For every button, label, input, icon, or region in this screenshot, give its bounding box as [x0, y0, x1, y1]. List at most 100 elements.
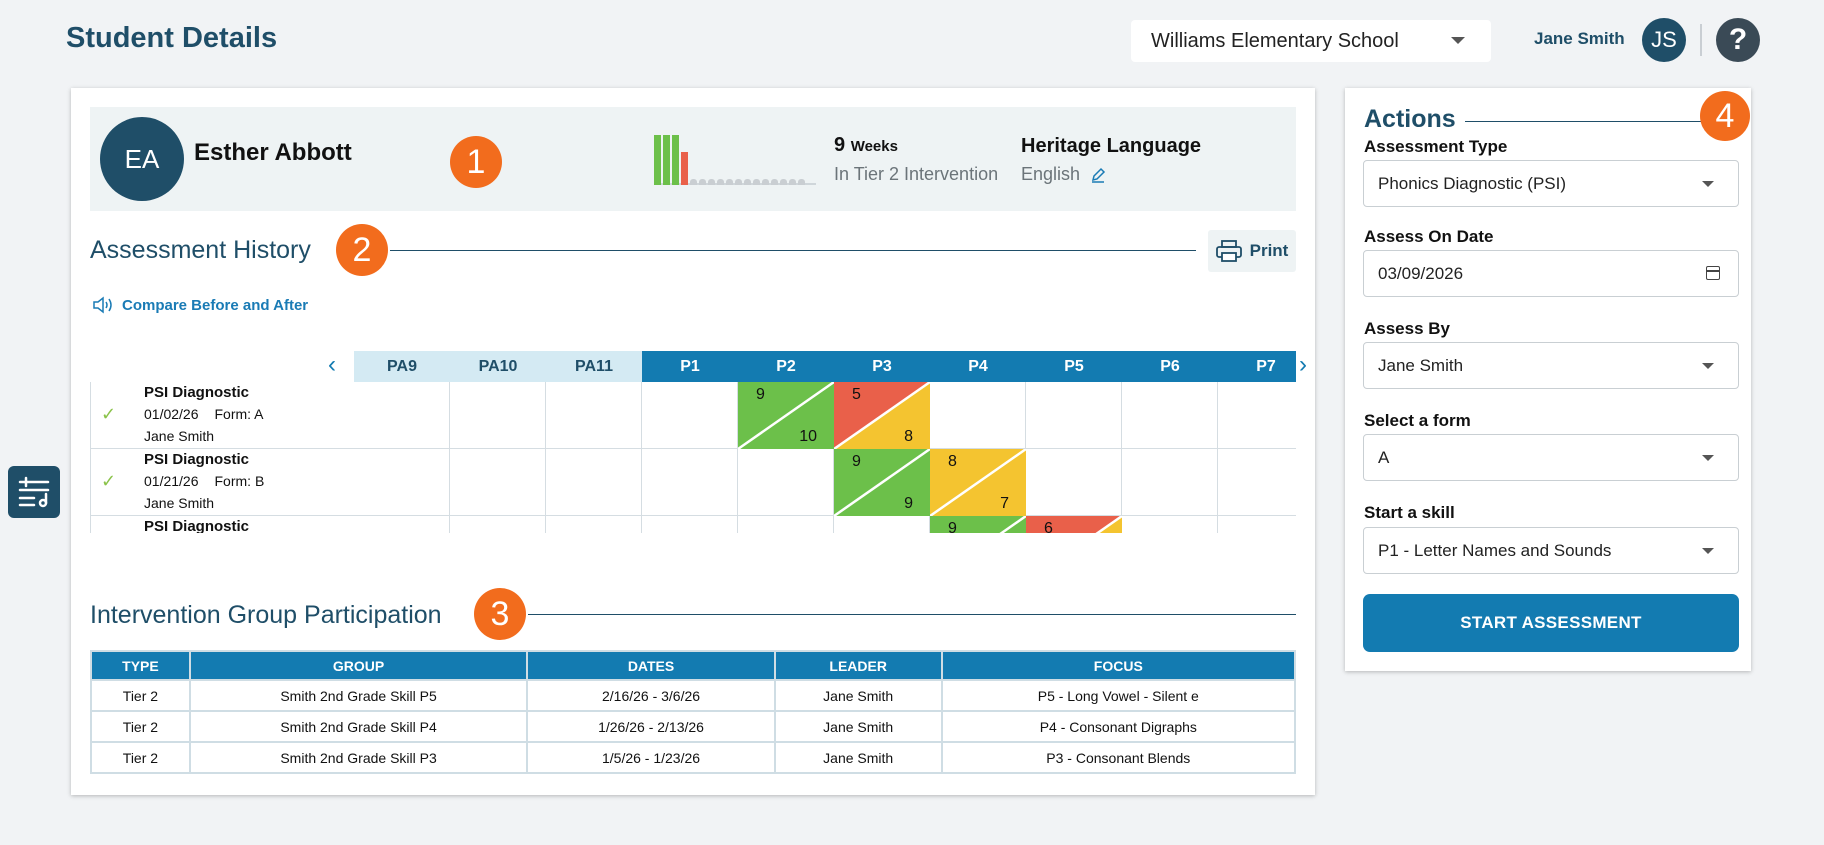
weeks-unit: Weeks — [850, 138, 898, 155]
assess-date-input[interactable]: 03/09/2026 — [1363, 250, 1739, 297]
score-cell — [1026, 449, 1122, 516]
score-cell — [738, 449, 834, 516]
student-avatar: EA — [100, 117, 184, 201]
assessment-name: PSI Diagnostic — [144, 451, 250, 468]
calendar-icon[interactable] — [1706, 266, 1720, 280]
sliders-icon — [18, 476, 50, 508]
school-select[interactable]: Williams Elementary School — [1131, 20, 1491, 62]
print-button[interactable]: Print — [1208, 230, 1296, 272]
score-divider — [834, 382, 930, 449]
filter-tool-button[interactable] — [8, 466, 60, 518]
compare-before-after-link[interactable]: Compare Before and After — [92, 295, 308, 315]
actions-title: Actions — [1364, 105, 1456, 133]
score-cell — [1218, 382, 1296, 449]
table-cell: Tier 2 — [90, 679, 191, 712]
edit-pencil-icon[interactable] — [1090, 167, 1106, 183]
assessment-row-label[interactable]: ✓ PSI Diagnostic 01/02/26 Form: A Jane Smith — [90, 382, 354, 449]
score-cell — [450, 449, 546, 516]
week-empty-marker — [690, 179, 697, 185]
score-cell-filled[interactable]: 9 10 — [738, 382, 834, 449]
history-next-arrow[interactable]: › — [1299, 351, 1307, 378]
score-top: 5 — [852, 386, 861, 403]
history-prev-arrow[interactable]: ‹ — [328, 351, 336, 378]
score-cell — [1122, 516, 1218, 533]
score-divider — [834, 449, 930, 516]
score-divider — [1095, 516, 1122, 533]
score-triangles — [930, 516, 1026, 533]
form-select[interactable]: A — [1363, 434, 1739, 481]
table-cell: Jane Smith — [773, 679, 943, 712]
callout-badge-1: 1 — [450, 136, 502, 188]
skill-select[interactable]: P1 - Letter Names and Sounds — [1363, 527, 1739, 574]
week-empty-marker — [708, 179, 715, 185]
assessment-form: Form: A — [214, 406, 264, 422]
chevron-down-icon — [1702, 363, 1714, 369]
section-divider — [1465, 121, 1705, 122]
assessment-row-label[interactable]: ✓ PSI Diagnostic 01/21/26 Form: B Jane Smith — [90, 449, 354, 516]
score-cell — [1026, 382, 1122, 449]
week-empty-marker — [762, 179, 769, 185]
assessment-type-value: Phonics Diagnostic (PSI) — [1378, 173, 1567, 193]
score-cell — [354, 382, 450, 449]
table-cell: Smith 2nd Grade Skill P4 — [188, 710, 529, 743]
callout-badge-2: 2 — [336, 224, 388, 276]
weeks-count: 9 Weeks — [834, 134, 898, 157]
start-assessment-button[interactable]: START ASSESSMENT — [1363, 594, 1739, 652]
table-row: Tier 2 Smith 2nd Grade Skill P3 1/5/26 -… — [90, 741, 1297, 774]
table-cell: Tier 2 — [90, 710, 191, 743]
score-top: 8 — [948, 453, 957, 470]
table-cell: Jane Smith — [773, 710, 943, 743]
score-triangles — [834, 382, 930, 449]
score-cell — [642, 516, 738, 533]
table-row: Tier 2 Smith 2nd Grade Skill P5 2/16/26 … — [90, 679, 1297, 712]
skill-column-header: P7 — [1218, 351, 1296, 382]
week-empty-marker — [744, 179, 751, 185]
table-cell: 2/16/26 - 3/6/26 — [526, 679, 776, 712]
assess-date-value: 03/09/2026 — [1378, 263, 1464, 283]
assessment-type-select[interactable]: Phonics Diagnostic (PSI) — [1363, 160, 1739, 207]
column-header: GROUP — [188, 650, 529, 681]
assessment-date-form: 01/21/26 Form: B — [144, 473, 264, 489]
week-empty-marker — [699, 179, 706, 185]
user-avatar[interactable]: JS — [1642, 18, 1686, 62]
chevron-down-icon — [1702, 548, 1714, 554]
page-title: Student Details — [66, 22, 278, 54]
skill-select-label: Start a skill — [1364, 503, 1455, 522]
score-cell — [642, 449, 738, 516]
score-triangles — [930, 449, 1026, 516]
score-triangles — [1026, 516, 1122, 533]
skill-column-header: P4 — [930, 351, 1026, 382]
score-bottom: 9 — [904, 495, 913, 512]
score-cell-filled[interactable]: 9 — [930, 516, 1026, 533]
skill-column-header: P2 — [738, 351, 834, 382]
intervention-group-title: Intervention Group Participation — [90, 601, 442, 629]
printer-icon — [1215, 240, 1242, 262]
skill-column-header: PA11 — [546, 351, 642, 382]
score-cell — [546, 382, 642, 449]
score-divider — [999, 516, 1026, 533]
table-cell: P3 - Consonant Blends — [940, 741, 1297, 774]
speaker-icon — [93, 296, 112, 314]
score-triangle-top — [1026, 516, 1122, 533]
assessment-date-form: 01/02/26 Form: A — [144, 406, 264, 422]
week-bar — [654, 135, 661, 185]
assessment-type-label: Assessment Type — [1364, 137, 1508, 156]
score-divider — [930, 449, 1026, 516]
score-cell — [642, 382, 738, 449]
callout-badge-3: 3 — [474, 588, 526, 640]
user-name[interactable]: Jane Smith — [1534, 29, 1625, 48]
skill-select-value: P1 - Letter Names and Sounds — [1378, 540, 1612, 560]
skill-column-header: PA10 — [450, 351, 546, 382]
skill-column-header: P5 — [1026, 351, 1122, 382]
score-triangles — [738, 382, 834, 449]
score-top: 9 — [948, 520, 957, 533]
weeks-number: 9 — [834, 134, 846, 156]
help-button[interactable]: ? — [1716, 18, 1760, 62]
score-cell-filled[interactable]: 6 — [1026, 516, 1122, 533]
score-triangles — [834, 449, 930, 516]
assessment-row-label[interactable]: PSI Diagnostic — [90, 516, 354, 533]
assess-by-select[interactable]: Jane Smith — [1363, 342, 1739, 389]
